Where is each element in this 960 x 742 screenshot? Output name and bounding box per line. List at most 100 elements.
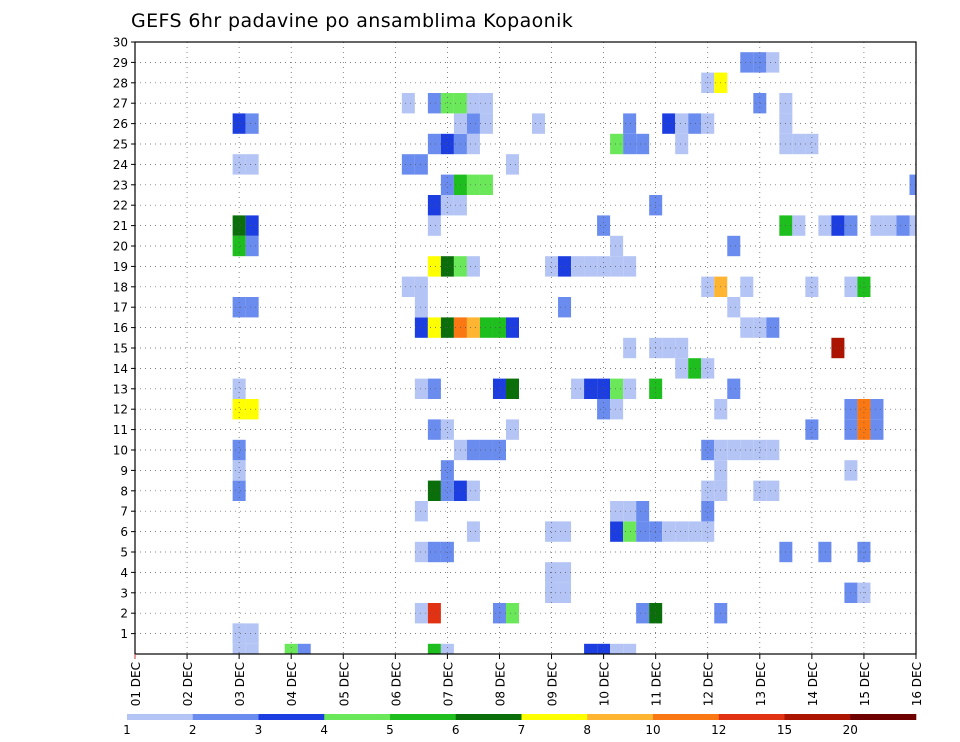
y-tick-label: 19 (113, 260, 128, 274)
y-tick-label: 15 (113, 342, 128, 356)
legend-swatch (521, 714, 588, 720)
x-tick-label: 14 DEC (806, 662, 820, 706)
heatmap-cell (427, 541, 441, 563)
heatmap-cells (232, 52, 916, 654)
y-tick-label: 12 (113, 403, 128, 417)
heatmap-cell (688, 521, 702, 542)
heatmap-cell (232, 439, 246, 461)
heatmap-cell (479, 174, 493, 195)
heatmap-cell (753, 93, 767, 114)
heatmap-cell (414, 297, 428, 318)
heatmap-cell (623, 521, 637, 542)
x-tick-label: 13 DEC (754, 662, 768, 706)
legend-label: 8 (583, 723, 591, 737)
heatmap-cell (623, 256, 637, 277)
heatmap-cell (427, 93, 441, 114)
heatmap-cell (558, 521, 572, 542)
heatmap-cell (701, 439, 715, 461)
x-tick-label: 12 DEC (702, 662, 716, 706)
heatmap-cell (688, 113, 702, 134)
heatmap-cell (740, 52, 754, 73)
x-tick-label: 16 DEC (910, 662, 924, 706)
heatmap-cell (545, 521, 559, 542)
heatmap-cell (909, 215, 916, 236)
heatmap-cell (675, 133, 689, 155)
legend-swatch (653, 714, 720, 720)
heatmap-cell (466, 93, 480, 114)
legend-swatch (784, 714, 851, 720)
heatmap-cell (623, 133, 637, 155)
heatmap-cell (701, 501, 715, 522)
heatmap-cell (636, 501, 650, 522)
heatmap-cell (466, 174, 480, 195)
heatmap-cell (232, 215, 246, 236)
heatmap-cell (492, 439, 506, 461)
heatmap-cell (636, 603, 650, 624)
legend-label: 3 (255, 723, 263, 737)
heatmap-cell (466, 439, 480, 461)
heatmap-cell (701, 521, 715, 542)
heatmap-cell (245, 154, 259, 175)
heatmap-cell (870, 215, 884, 236)
heatmap-cell (792, 133, 806, 155)
y-tick-label: 28 (113, 76, 128, 90)
legend-label: 4 (320, 723, 328, 737)
y-axis-ticks: 1234567891011121314151617181920212223242… (113, 36, 135, 641)
heatmap-cell (623, 113, 637, 134)
heatmap-cell (427, 317, 441, 338)
heatmap-cell (818, 541, 832, 563)
heatmap-cell (245, 113, 259, 134)
heatmap-cell (623, 501, 637, 522)
x-axis-ticks: 01 DEC 02 DEC 03 DEC 04 DEC 05 DEC 06 DEC 07 D… (129, 654, 924, 706)
heatmap-cell (492, 378, 506, 399)
grid-lines (135, 42, 916, 654)
y-tick-label: 14 (113, 362, 128, 376)
legend-label: 12 (711, 723, 726, 737)
y-tick-label: 1 (120, 627, 128, 641)
legend-label: 5 (386, 723, 394, 737)
x-tick-label: 10 DEC (598, 662, 612, 706)
heatmap-cell (675, 358, 689, 379)
heatmap-cell (597, 399, 611, 420)
heatmap-cell (466, 133, 480, 155)
heatmap-cell (727, 297, 741, 318)
heatmap-cell (505, 419, 519, 440)
heatmap-cell (401, 276, 415, 297)
y-tick-label: 10 (113, 444, 128, 458)
heatmap-cell (440, 460, 454, 481)
heatmap-cell (701, 358, 715, 379)
heatmap-cell (805, 419, 819, 440)
heatmap-cell (232, 378, 246, 399)
heatmap-cell (753, 480, 767, 501)
heatmap-cell (662, 337, 676, 359)
legend-label: 20 (843, 723, 858, 737)
heatmap-cell (414, 154, 428, 175)
heatmap-cell (479, 317, 493, 338)
heatmap-cell (232, 460, 246, 481)
heatmap-cell (766, 480, 780, 501)
heatmap-cell (232, 235, 246, 257)
heatmap-cell (414, 378, 428, 399)
heatmap-cell (571, 256, 585, 277)
legend-swatch (587, 714, 654, 720)
heatmap-cell (440, 174, 454, 195)
heatmap-cell (727, 378, 741, 399)
heatmap-cell (427, 603, 441, 624)
y-tick-label: 6 (120, 525, 128, 539)
heatmap-cell (675, 337, 689, 359)
heatmap-cell (414, 541, 428, 563)
heatmap-cell (857, 419, 871, 440)
heatmap-cell (610, 133, 624, 155)
legend-label: 1 (123, 723, 131, 737)
heatmap-cell (245, 235, 259, 257)
heatmap-cell (558, 562, 572, 583)
heatmap-cell (440, 643, 454, 654)
y-tick-label: 23 (113, 178, 128, 192)
y-tick-label: 26 (113, 117, 128, 131)
heatmap-cell (401, 154, 415, 175)
heatmap-cell (766, 439, 780, 461)
heatmap-cell (597, 378, 611, 399)
heatmap-cell (727, 235, 741, 257)
heatmap-cell (610, 643, 624, 654)
